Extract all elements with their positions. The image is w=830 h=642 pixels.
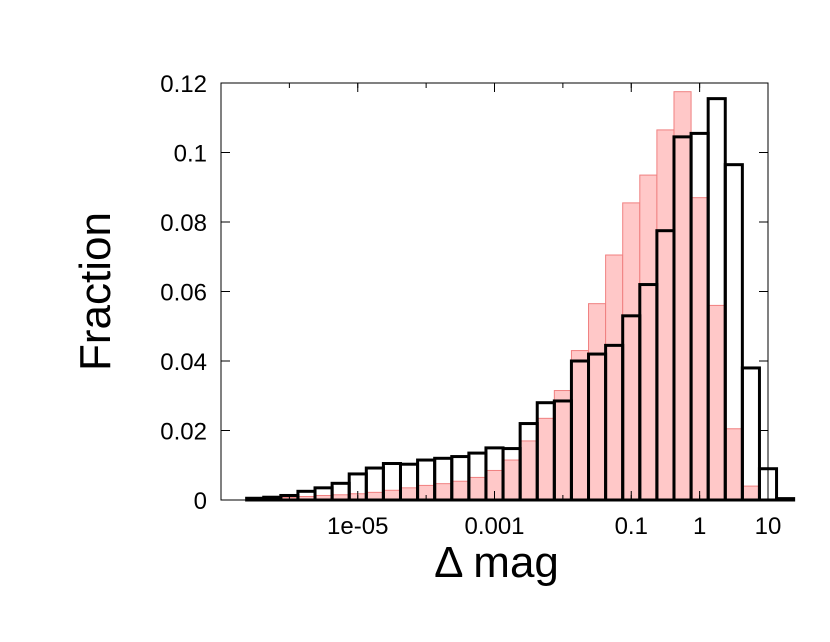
filled-bar: [588, 303, 607, 501]
axis-tick-labels: 0 0.02 0.04 0.06 0.08 0.1 0.12 1e-05 0.001 0.1 1 10: [160, 71, 781, 540]
filled-bar: [741, 485, 760, 501]
y-tick-label: 0: [194, 488, 207, 515]
filled-bar: [553, 390, 572, 501]
filled-bar: [622, 202, 641, 501]
filled-bar: [519, 440, 538, 501]
x-tick-label: 10: [755, 513, 782, 540]
filled-bar: [707, 304, 726, 501]
y-tick-label: 0.1: [174, 141, 207, 168]
y-axis-title: Fraction: [71, 212, 120, 371]
x-tick-label: 1e-05: [327, 513, 388, 540]
y-tick-label: 0.06: [160, 280, 207, 307]
x-tick-label: 0.1: [615, 513, 648, 540]
x-tick-label: 0.001: [464, 513, 524, 540]
y-tick-label: 0.12: [160, 71, 207, 98]
filled-bar: [399, 487, 419, 501]
y-tick-label: 0.04: [160, 349, 207, 376]
filled-bar: [605, 254, 624, 501]
filled-bar: [673, 91, 692, 501]
filled-bar: [536, 417, 555, 501]
filled-bar: [570, 350, 590, 501]
filled-bar: [639, 174, 658, 501]
filled-bar: [451, 480, 470, 501]
y-tick-label: 0.02: [160, 419, 207, 446]
filled-bar: [502, 459, 521, 501]
filled-bar: [468, 476, 487, 501]
filled-bar: [656, 129, 675, 501]
x-tick-label: 1: [693, 513, 706, 540]
x-axis-title: Δ mag: [434, 538, 559, 587]
outline-bar: [740, 366, 761, 502]
outline-bar: [296, 489, 317, 502]
filled-histogram-series: [246, 91, 760, 501]
filled-bar: [690, 197, 709, 501]
axis-ticks: [220, 82, 769, 501]
outline-bar: [775, 497, 796, 502]
filled-bar: [724, 428, 743, 501]
y-tick-label: 0.08: [160, 210, 207, 237]
filled-bar: [434, 483, 453, 501]
